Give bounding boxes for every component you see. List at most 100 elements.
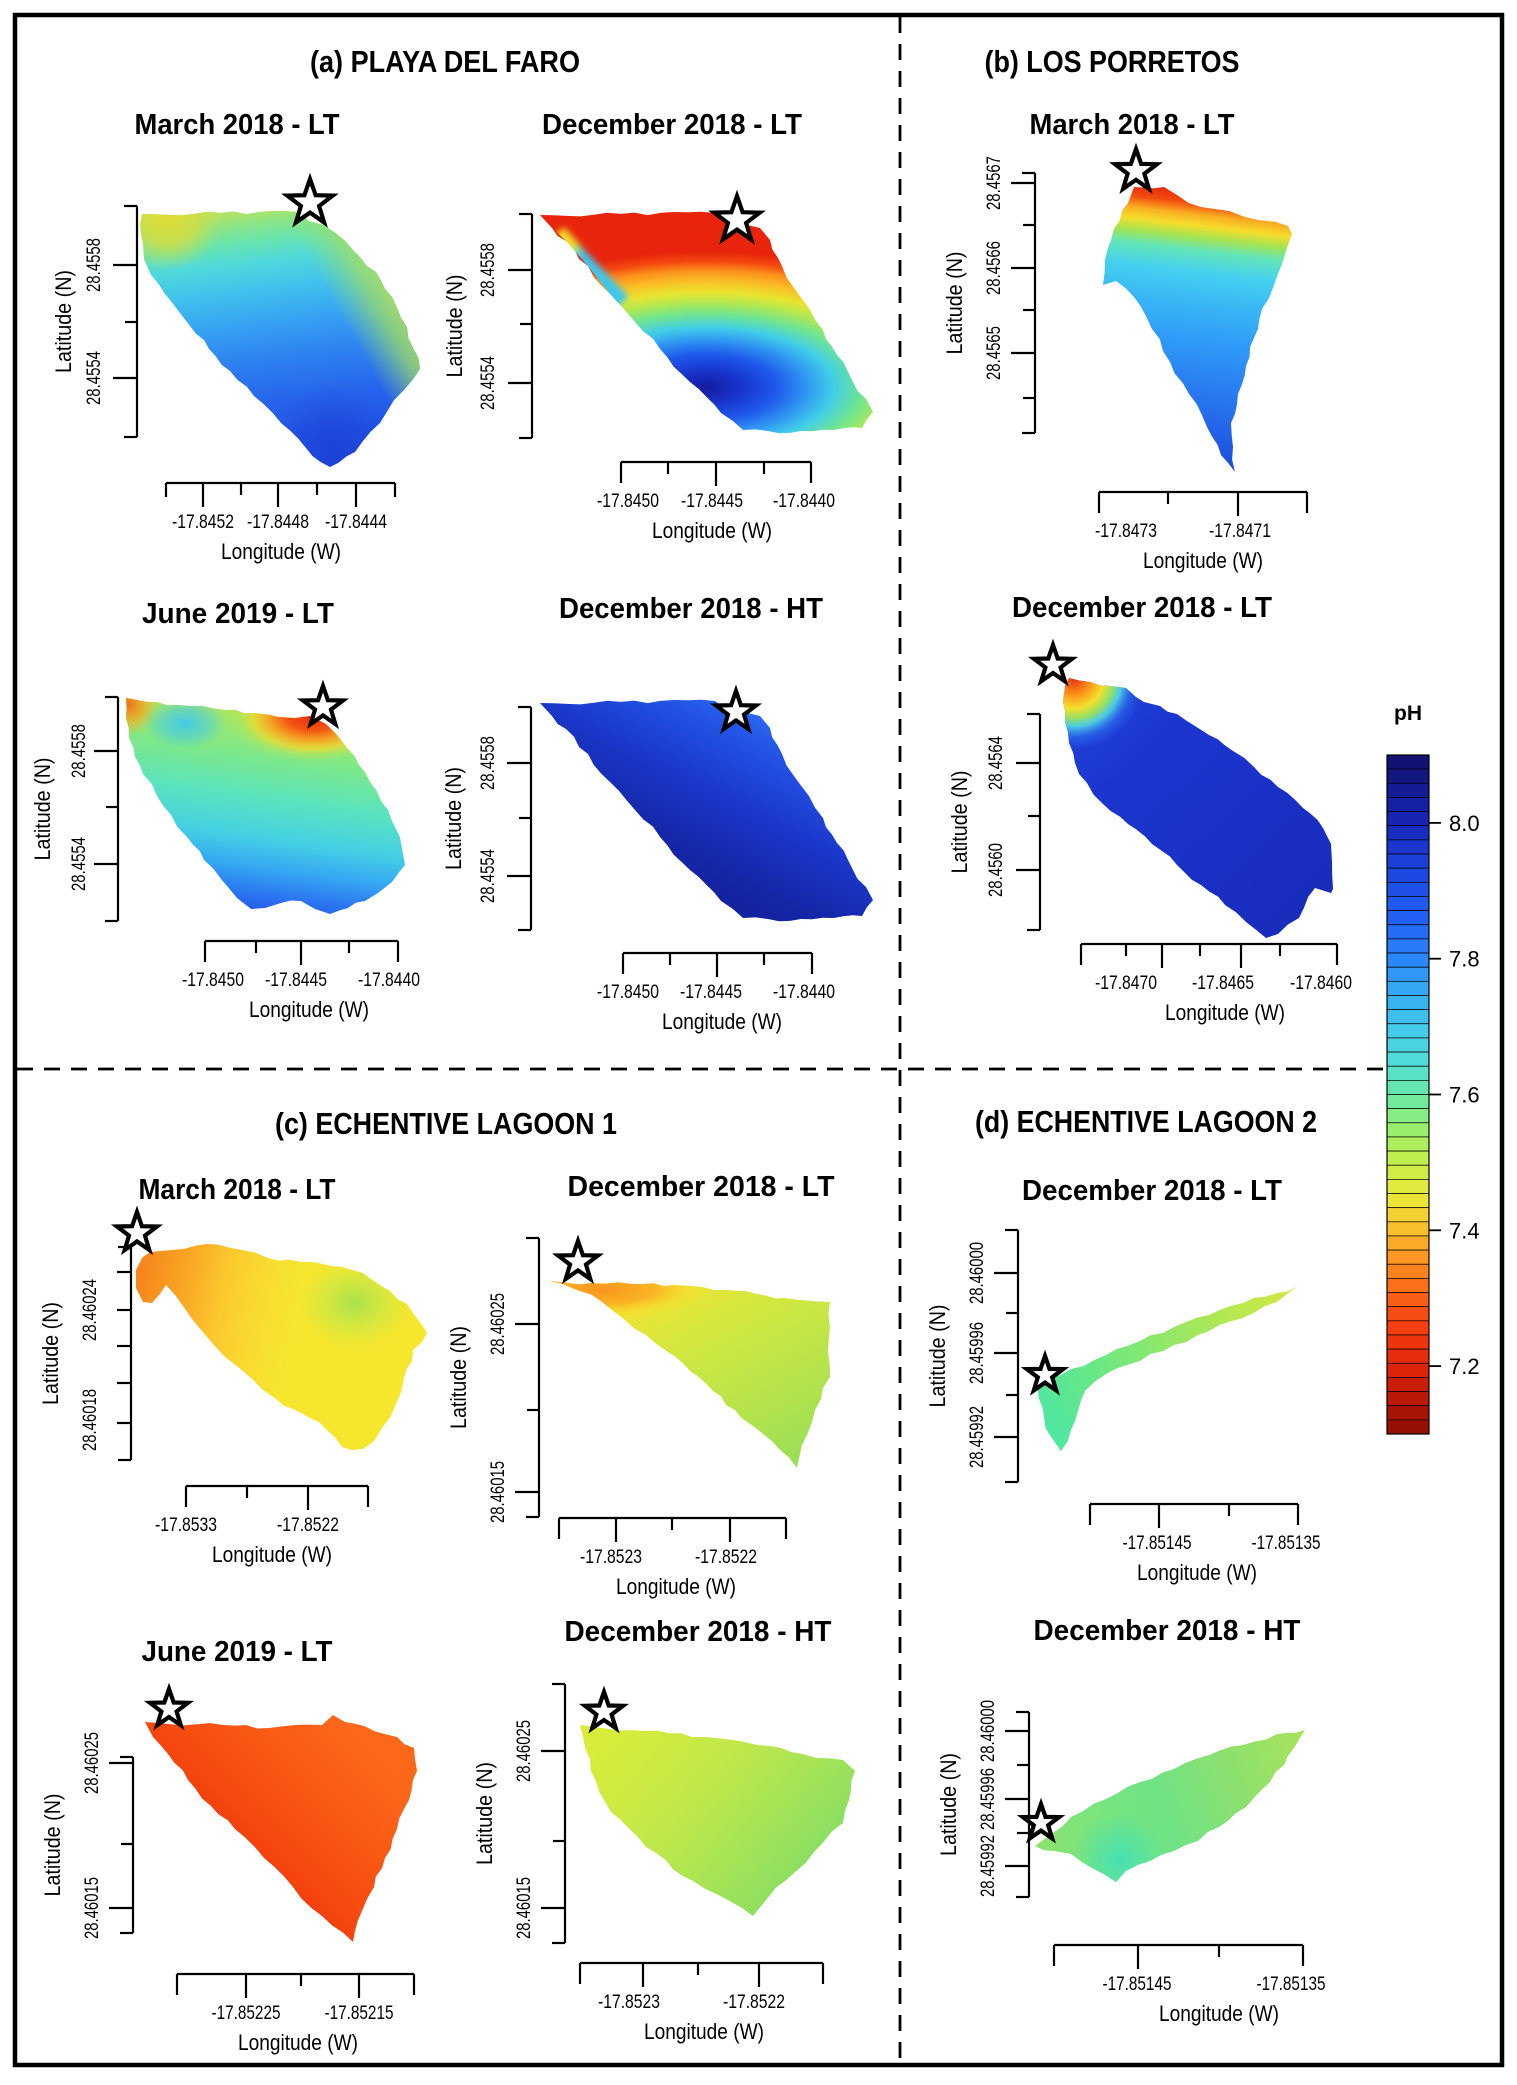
svg-text:28.4558: 28.4558 <box>69 724 90 778</box>
svg-text:28.46025: 28.46025 <box>488 1293 509 1355</box>
svg-text:Latitude (N): Latitude (N) <box>925 1305 950 1408</box>
svg-text:28.46024: 28.46024 <box>80 1279 101 1341</box>
svg-text:7.8: 7.8 <box>1449 947 1480 972</box>
svg-text:-17.8523: -17.8523 <box>598 1992 660 2013</box>
svg-text:Latitude (N): Latitude (N) <box>472 1762 497 1865</box>
svg-text:Longitude (W): Longitude (W) <box>1159 2001 1279 2026</box>
svg-text:-17.8533: -17.8533 <box>155 1515 217 1536</box>
svg-text:-17.8522: -17.8522 <box>277 1515 339 1536</box>
svg-text:Longitude (W): Longitude (W) <box>1143 548 1263 573</box>
svg-text:28.45992: 28.45992 <box>967 1406 988 1468</box>
svg-text:Longitude (W): Longitude (W) <box>238 2030 358 2055</box>
svg-text:(a) PLAYA DEL FARO: (a) PLAYA DEL FARO <box>310 44 580 79</box>
svg-text:28.4554: 28.4554 <box>69 837 90 891</box>
svg-text:Latitude (N): Latitude (N) <box>51 270 76 373</box>
svg-text:Longitude (W): Longitude (W) <box>644 2019 764 2044</box>
svg-text:-17.8460: -17.8460 <box>1290 973 1352 994</box>
svg-text:December 2018 - LT: December 2018 - LT <box>542 109 802 141</box>
svg-text:28.4567: 28.4567 <box>984 156 1005 210</box>
svg-text:-17.8450: -17.8450 <box>597 491 659 512</box>
svg-text:Longitude (W): Longitude (W) <box>212 1542 332 1567</box>
svg-text:Longitude (W): Longitude (W) <box>249 997 369 1022</box>
svg-text:-17.8522: -17.8522 <box>695 1547 757 1568</box>
svg-text:28.46015: 28.46015 <box>488 1461 509 1523</box>
svg-text:28.4560: 28.4560 <box>986 843 1007 897</box>
svg-text:December 2018 - LT: December 2018 - LT <box>1012 592 1272 624</box>
svg-text:December 2018 - HT: December 2018 - HT <box>565 1616 832 1648</box>
svg-text:7.6: 7.6 <box>1449 1083 1480 1108</box>
svg-text:Longitude (W): Longitude (W) <box>1137 1560 1257 1585</box>
svg-text:Latitude (N): Latitude (N) <box>947 771 972 874</box>
svg-text:28.4558: 28.4558 <box>84 238 105 292</box>
svg-text:28.4565: 28.4565 <box>984 326 1005 380</box>
svg-text:28.46015: 28.46015 <box>514 1877 535 1939</box>
svg-text:28.46025: 28.46025 <box>82 1732 103 1794</box>
svg-text:Longitude (W): Longitude (W) <box>652 518 772 543</box>
svg-text:Latitude (N): Latitude (N) <box>442 275 467 378</box>
svg-text:-17.85145: -17.85145 <box>1103 1974 1172 1995</box>
svg-text:-17.8440: -17.8440 <box>358 970 420 991</box>
svg-text:28.4554: 28.4554 <box>478 356 499 410</box>
svg-text:-17.8465: -17.8465 <box>1192 973 1254 994</box>
svg-text:-17.85215: -17.85215 <box>325 2003 394 2024</box>
svg-text:Latitude (N): Latitude (N) <box>30 758 55 861</box>
svg-text:March 2018 - LT: March 2018 - LT <box>135 109 340 141</box>
svg-text:Latitude (N): Latitude (N) <box>441 767 466 870</box>
svg-text:-17.8440: -17.8440 <box>773 491 835 512</box>
svg-text:December 2018 - HT: December 2018 - HT <box>1034 1615 1301 1647</box>
svg-text:-17.85135: -17.85135 <box>1257 1974 1326 1995</box>
svg-text:March 2018 - LT: March 2018 - LT <box>1030 109 1235 141</box>
svg-text:December 2018 - LT: December 2018 - LT <box>568 1171 835 1203</box>
svg-text:March 2018 - LT: March 2018 - LT <box>139 1174 336 1206</box>
svg-text:-17.8522: -17.8522 <box>723 1992 785 2013</box>
svg-text:28.46018: 28.46018 <box>80 1389 101 1451</box>
svg-text:28.46000: 28.46000 <box>967 1242 988 1304</box>
svg-text:7.4: 7.4 <box>1449 1218 1480 1243</box>
svg-text:pH: pH <box>1394 702 1422 725</box>
svg-text:December 2018 - HT: December 2018 - HT <box>559 593 823 625</box>
svg-text:Longitude (W): Longitude (W) <box>616 1574 736 1599</box>
svg-text:-17.8450: -17.8450 <box>182 970 244 991</box>
svg-text:28.46000: 28.46000 <box>978 1700 999 1762</box>
svg-text:Longitude (W): Longitude (W) <box>221 539 341 564</box>
svg-text:(b) LOS PORRETOS: (b) LOS PORRETOS <box>985 44 1240 79</box>
svg-text:June 2019 - LT: June 2019 - LT <box>142 598 334 630</box>
svg-text:-17.8445: -17.8445 <box>680 982 742 1003</box>
svg-text:-17.8440: -17.8440 <box>773 982 835 1003</box>
svg-text:-17.85225: -17.85225 <box>212 2003 281 2024</box>
svg-text:-17.8448: -17.8448 <box>247 512 309 533</box>
svg-text:(c) ECHENTIVE LAGOON 1: (c) ECHENTIVE LAGOON 1 <box>275 1106 617 1141</box>
svg-text:Longitude (W): Longitude (W) <box>662 1009 782 1034</box>
svg-text:Latitude (N): Latitude (N) <box>942 252 967 355</box>
svg-text:-17.85145: -17.85145 <box>1123 1533 1192 1554</box>
svg-text:-17.8445: -17.8445 <box>265 970 327 991</box>
svg-text:Longitude (W): Longitude (W) <box>1165 1000 1285 1025</box>
svg-text:Latitude (N): Latitude (N) <box>446 1326 471 1429</box>
svg-text:-17.8523: -17.8523 <box>580 1547 642 1568</box>
svg-text:Latitude (N): Latitude (N) <box>936 1753 961 1856</box>
svg-text:28.45996: 28.45996 <box>967 1322 988 1384</box>
svg-text:-17.8473: -17.8473 <box>1095 521 1157 542</box>
svg-text:28.46015: 28.46015 <box>82 1877 103 1939</box>
svg-text:28.4564: 28.4564 <box>986 736 1007 790</box>
svg-text:(d) ECHENTIVE LAGOON 2: (d) ECHENTIVE LAGOON 2 <box>975 1104 1317 1139</box>
svg-text:-17.8470: -17.8470 <box>1095 973 1157 994</box>
svg-text:-17.8444: -17.8444 <box>325 512 387 533</box>
svg-text:-17.8450: -17.8450 <box>597 982 659 1003</box>
svg-text:-17.85135: -17.85135 <box>1252 1533 1321 1554</box>
svg-text:28.4566: 28.4566 <box>984 241 1005 295</box>
svg-text:28.45996: 28.45996 <box>978 1768 999 1830</box>
svg-text:June 2019 - LT: June 2019 - LT <box>142 1636 333 1668</box>
svg-text:28.45992: 28.45992 <box>978 1835 999 1897</box>
svg-text:Latitude (N): Latitude (N) <box>38 1302 63 1405</box>
svg-text:Latitude (N): Latitude (N) <box>40 1794 65 1897</box>
svg-text:28.4558: 28.4558 <box>478 736 499 790</box>
svg-text:-17.8471: -17.8471 <box>1209 521 1271 542</box>
svg-text:8.0: 8.0 <box>1449 811 1480 836</box>
svg-text:7.2: 7.2 <box>1449 1354 1480 1379</box>
svg-text:28.4554: 28.4554 <box>478 849 499 903</box>
svg-text:-17.8445: -17.8445 <box>681 491 743 512</box>
svg-text:December 2018 - LT: December 2018 - LT <box>1022 1175 1282 1207</box>
svg-text:28.4558: 28.4558 <box>478 243 499 297</box>
svg-text:-17.8452: -17.8452 <box>172 512 234 533</box>
